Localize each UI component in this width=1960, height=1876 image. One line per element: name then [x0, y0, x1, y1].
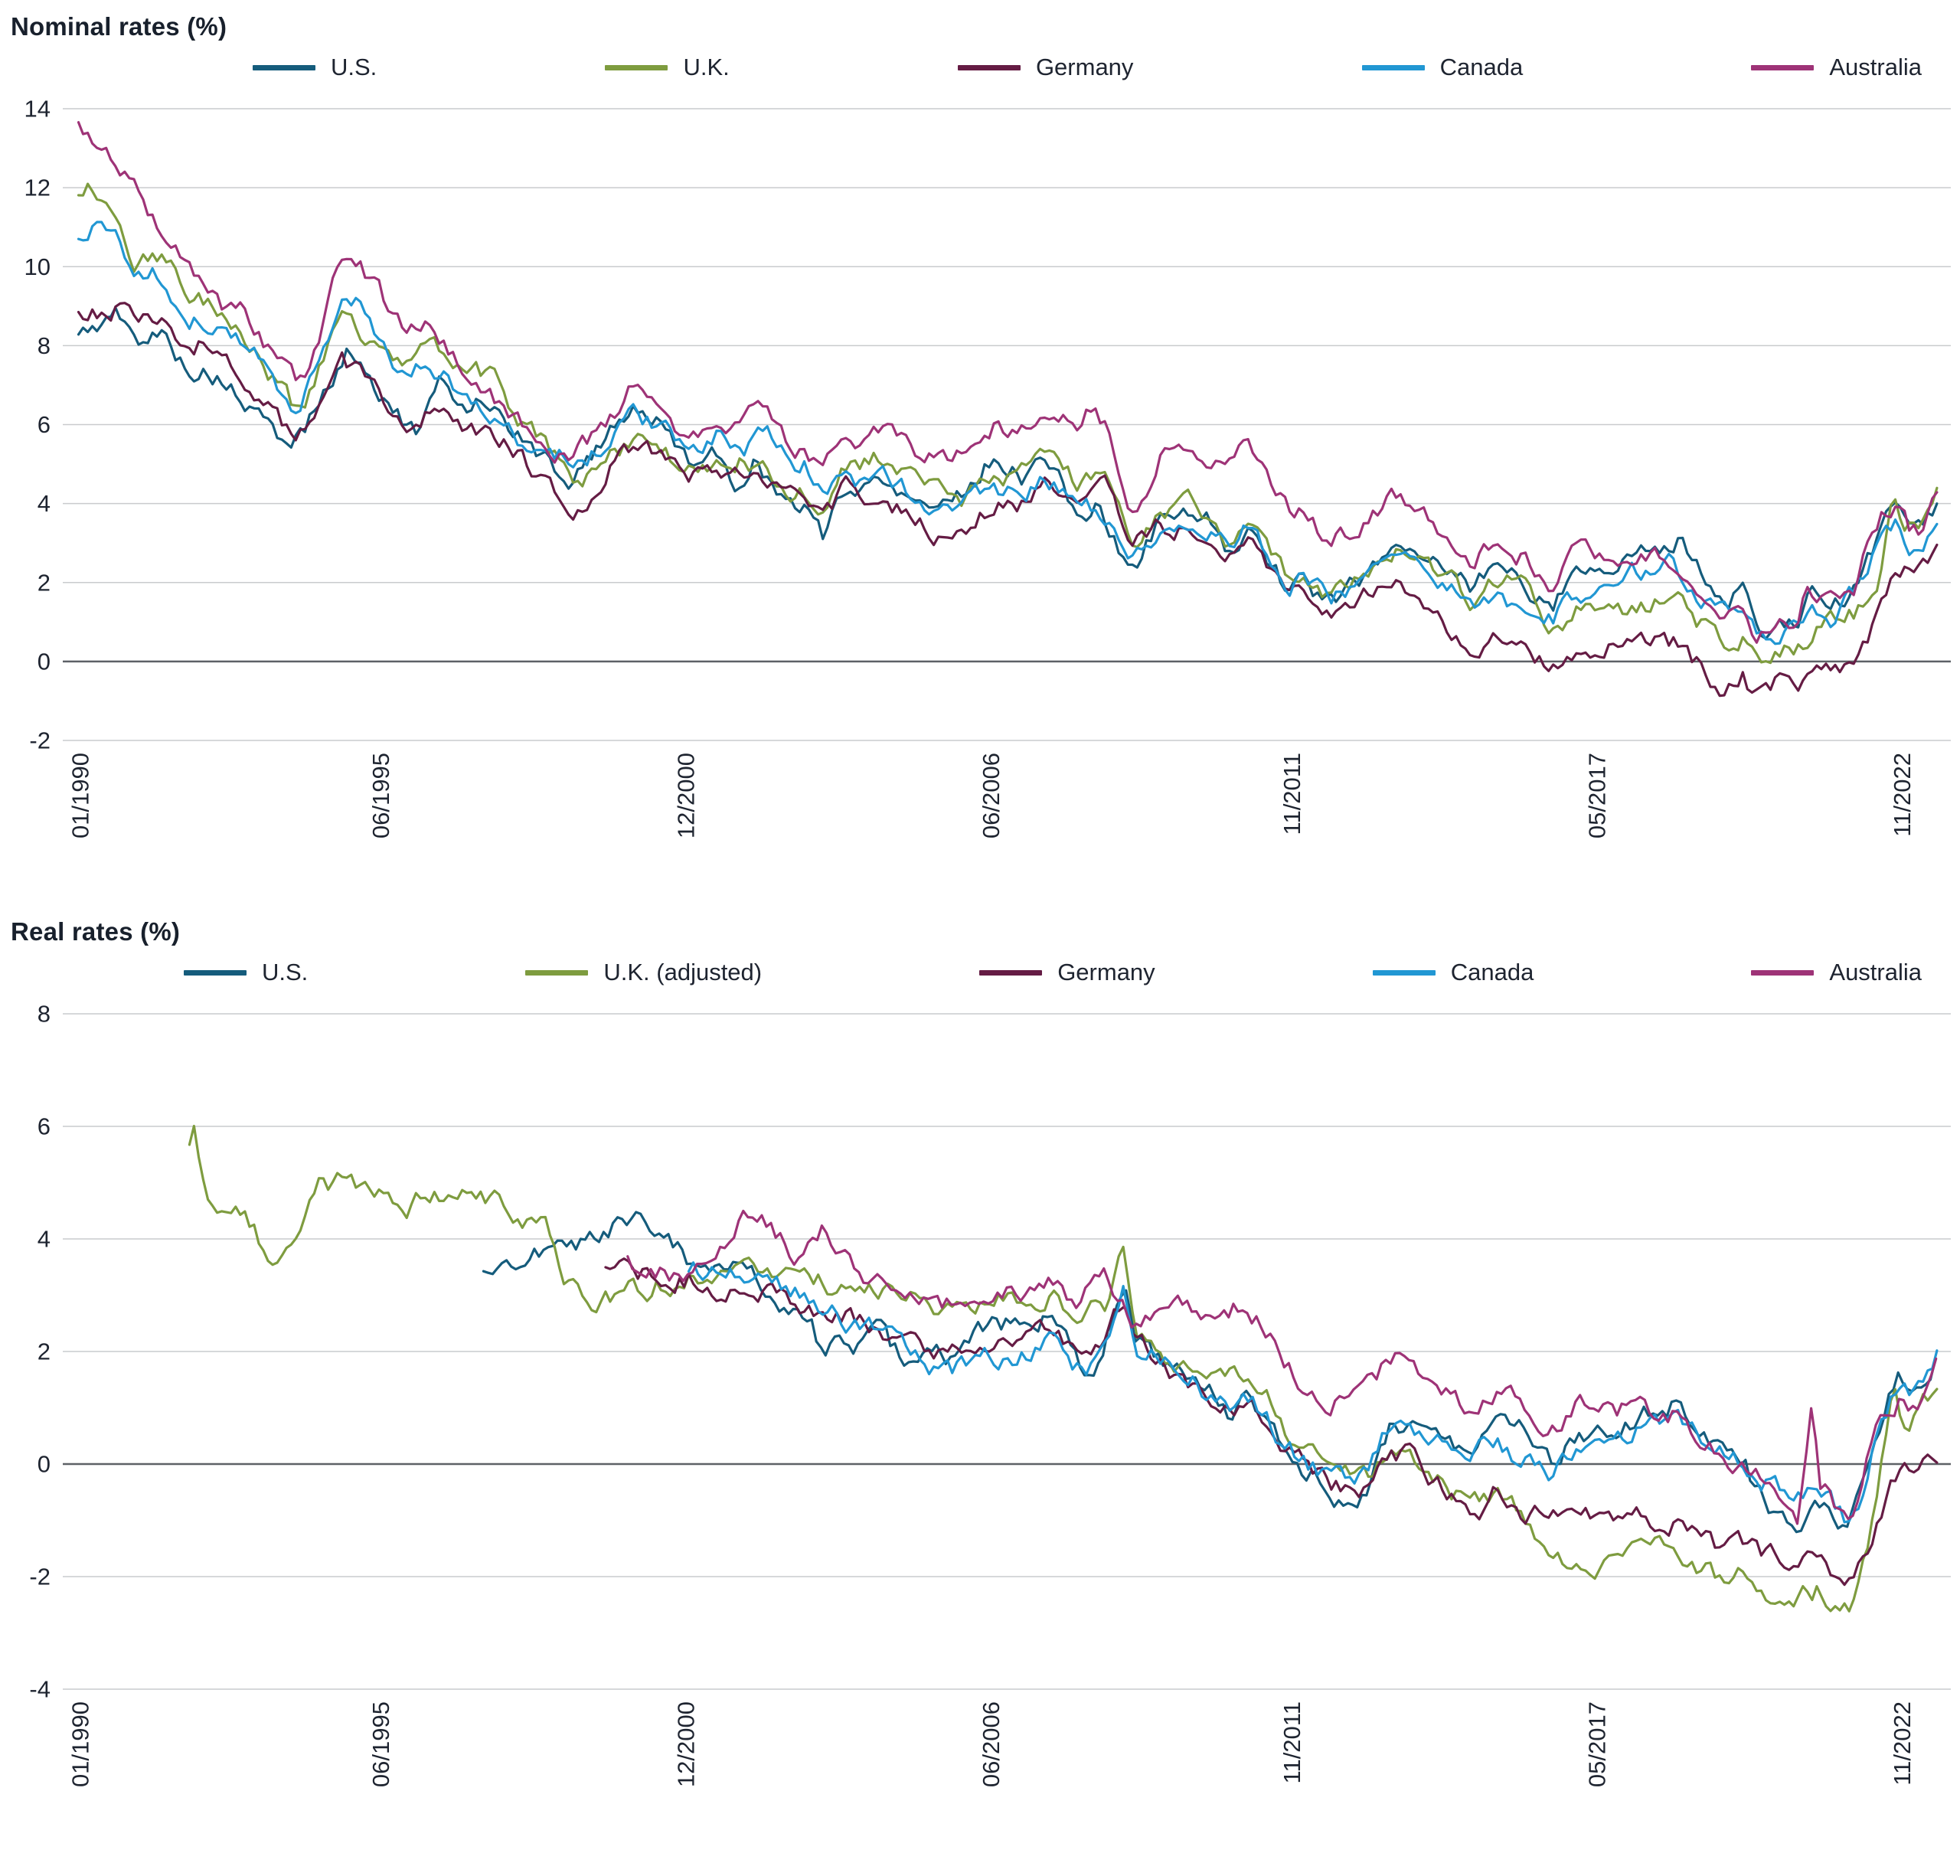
- y-tick-label: 0: [38, 648, 51, 675]
- legend-swatch-canada: [1372, 969, 1436, 976]
- legend-swatch-australia: [1751, 64, 1815, 70]
- legend-label-canada: Canada: [1450, 959, 1534, 985]
- nominal-chart-title: Nominal rates (%): [11, 12, 227, 41]
- legend-item-u-k-adjusted: U.K. (adjusted): [525, 959, 762, 986]
- legend-item-australia: Australia: [1751, 54, 1922, 81]
- series-line-germany: [77, 302, 1939, 698]
- legend-label-germany: Germany: [1035, 54, 1134, 80]
- series-line-u-s: [482, 1211, 1937, 1534]
- series-line-canada: [77, 221, 1939, 645]
- legend-item-u-s: U.S.: [253, 54, 377, 81]
- legend-item-canada: Canada: [1361, 54, 1524, 81]
- x-tick-label: 06/2006: [978, 753, 1004, 838]
- legend-swatch-germany: [957, 64, 1021, 70]
- y-tick-label: 6: [38, 1113, 51, 1140]
- y-tick-label: 6: [38, 411, 51, 438]
- legend-item-u-k: U.K.: [605, 54, 730, 81]
- x-tick-label: 01/1990: [67, 1701, 93, 1787]
- legend-item-u-s: U.S.: [184, 959, 308, 986]
- x-tick-label: 05/2017: [1583, 1701, 1610, 1787]
- y-tick-label: -4: [29, 1676, 51, 1703]
- legend-label-u-k-adjusted: U.K. (adjusted): [603, 959, 763, 985]
- real-plot: -4 -2 0 2 4 6 8 01/1990 06/1995 12/2000 06/2006 11/…: [29, 1001, 1951, 1787]
- y-tick-label: 4: [38, 1226, 51, 1253]
- y-tick-label: 2: [38, 569, 51, 596]
- y-tick-label: 14: [24, 96, 51, 123]
- legend-item-australia: Australia: [1751, 959, 1922, 986]
- legend-label-germany: Germany: [1057, 959, 1155, 985]
- legend-swatch-u-k-adjusted: [525, 969, 589, 976]
- legend-label-australia: Australia: [1829, 959, 1922, 985]
- nominal-rates-chart: Nominal rates (%) U.S. U.K. Germany Canada A…: [0, 0, 1960, 861]
- y-tick-label: 8: [38, 332, 51, 359]
- x-tick-label: 11/2022: [1889, 1701, 1916, 1786]
- legend-swatch-u-k: [605, 64, 668, 70]
- y-tick-label: 12: [24, 175, 51, 201]
- legend-swatch-u-s: [253, 64, 315, 70]
- x-tick-label: 11/2022: [1889, 753, 1916, 837]
- x-tick-label: 12/2000: [673, 1701, 700, 1787]
- y-tick-label: -2: [29, 1564, 51, 1590]
- y-tick-label: 0: [38, 1451, 51, 1478]
- y-tick-label: 8: [38, 1001, 51, 1028]
- series-line-u-k: [77, 182, 1939, 665]
- nominal-plot: -2 0 2 4 6 8 10 12 14 01/1990 06/1995 12/2000 06/200…: [24, 96, 1951, 838]
- y-tick-label: 4: [38, 490, 51, 517]
- legend-swatch-australia: [1751, 969, 1815, 976]
- nominal-legend: U.S. U.K. Germany Canada Australia: [0, 43, 1960, 86]
- real-rates-chart: Real rates (%) U.S. U.K. (adjusted) German…: [0, 905, 1960, 1822]
- legend-label-australia: Australia: [1829, 54, 1922, 80]
- x-tick-label: 01/1990: [67, 753, 93, 838]
- x-tick-label: 05/2017: [1583, 753, 1610, 838]
- legend-item-canada: Canada: [1372, 959, 1534, 986]
- series-line-australia: [77, 121, 1939, 644]
- legend-swatch-germany: [979, 969, 1043, 976]
- y-tick-label: 10: [24, 253, 51, 280]
- y-tick-label: -2: [29, 727, 51, 754]
- series-line-u-s: [77, 306, 1939, 640]
- x-tick-label: 11/2011: [1279, 753, 1305, 835]
- legend-swatch-canada: [1361, 64, 1425, 70]
- legend-item-germany: Germany: [979, 959, 1155, 986]
- y-tick-label: 2: [38, 1338, 51, 1365]
- real-chart-title: Real rates (%): [11, 917, 181, 946]
- x-tick-label: 11/2011: [1279, 1701, 1305, 1783]
- legend-swatch-u-s: [184, 969, 247, 976]
- legend-label-u-s: U.S.: [262, 959, 309, 985]
- x-tick-label: 12/2000: [673, 753, 700, 838]
- x-tick-label: 06/2006: [978, 1701, 1004, 1787]
- legend-label-u-s: U.S.: [331, 54, 377, 80]
- legend-label-u-k: U.K.: [683, 54, 730, 80]
- real-legend: U.S. U.K. (adjusted) Germany Canada Australi…: [0, 948, 1960, 991]
- legend-item-germany: Germany: [957, 54, 1134, 81]
- x-tick-label: 06/1995: [368, 1701, 394, 1787]
- series-line-australia: [626, 1209, 1938, 1525]
- x-tick-label: 06/1995: [368, 753, 394, 838]
- legend-label-canada: Canada: [1439, 54, 1524, 80]
- series-line-u-k-adjusted: [188, 1124, 1939, 1613]
- series-line-canada: [687, 1261, 1939, 1524]
